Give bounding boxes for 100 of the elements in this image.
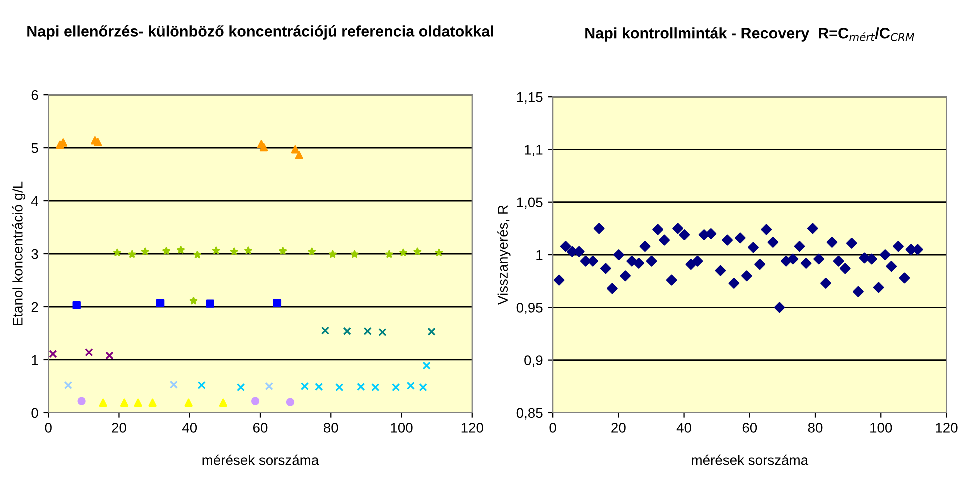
point (148, 398, 157, 407)
y-tick-label: 1,1 (525, 145, 543, 157)
x-tick-label: 60 (253, 423, 268, 433)
x-tick-label: 0 (550, 423, 556, 433)
point (679, 230, 690, 240)
point (748, 242, 759, 254)
point (336, 383, 344, 392)
point (826, 236, 838, 248)
point (600, 263, 612, 274)
point (715, 265, 726, 276)
point (279, 247, 288, 255)
point (85, 348, 94, 357)
point (78, 397, 86, 406)
point (640, 241, 651, 252)
point (378, 328, 387, 337)
y-tick-label: 5 (32, 144, 38, 154)
x-axis-title: mérések sorszáma (202, 454, 320, 466)
point (260, 143, 268, 152)
y-axis-title: Visszanyerés, R (498, 206, 511, 306)
point (873, 282, 884, 294)
x-tick-label: 80 (808, 423, 823, 433)
point (120, 398, 129, 407)
point (672, 223, 684, 234)
point (853, 286, 864, 298)
x-tick-label: 120 (936, 423, 958, 433)
point (406, 382, 416, 390)
point (899, 272, 910, 284)
point (244, 246, 252, 254)
point (761, 224, 772, 236)
point (350, 250, 359, 258)
x-axis-title: mérések sorszáma (692, 454, 809, 466)
point (794, 241, 806, 252)
point (734, 232, 746, 244)
point (170, 380, 178, 389)
point (646, 256, 658, 267)
point (206, 300, 214, 308)
y-tick-label: 1,15 (517, 92, 543, 104)
point (800, 258, 812, 269)
point (428, 328, 436, 336)
chart-title: Napi kontrollminták - Recovery R=C$_{mért}$/C$_{CRM}$ (586, 27, 914, 42)
x-tick-label: 20 (612, 423, 626, 433)
chart-title: Napi ellenőrzés- különböző koncentrációjú referencia oldatokkal (28, 26, 494, 40)
point (414, 248, 422, 256)
point (99, 398, 108, 407)
point (788, 254, 799, 265)
point (134, 398, 142, 407)
point (634, 258, 644, 269)
point (866, 254, 878, 265)
point (72, 301, 81, 310)
point (620, 270, 632, 282)
point (392, 383, 400, 392)
point (343, 327, 352, 336)
point (357, 382, 366, 392)
point (219, 398, 228, 407)
point (652, 224, 664, 236)
point (184, 398, 193, 407)
y-tick-label: 0,85 (516, 408, 543, 420)
point (141, 248, 150, 256)
point (742, 270, 752, 282)
point (722, 234, 734, 246)
point (364, 327, 372, 336)
x-tick-label: 100 (391, 423, 413, 433)
point (692, 256, 704, 267)
point (156, 299, 165, 308)
point (886, 261, 898, 272)
point (840, 263, 851, 274)
point (774, 302, 786, 314)
point (212, 246, 220, 254)
point (94, 138, 102, 146)
point (607, 283, 618, 294)
point (728, 278, 740, 289)
y-tick-label: 0,95 (516, 303, 543, 314)
point (807, 223, 818, 234)
point (286, 398, 295, 406)
point (754, 259, 766, 270)
point (400, 248, 408, 256)
point (614, 250, 624, 260)
y-tick-label: 4 (31, 196, 38, 206)
x-tick-label: 60 (742, 423, 758, 433)
point (321, 326, 330, 335)
x-tick-label: 20 (112, 423, 126, 433)
point (814, 254, 825, 265)
x-tick-label: 120 (462, 423, 484, 433)
y-tick-label: 0,9 (524, 356, 543, 368)
point (880, 250, 891, 260)
point (194, 250, 202, 259)
point (554, 274, 565, 286)
y-tick-label: 6 (32, 90, 38, 100)
point (315, 382, 324, 392)
point (820, 278, 832, 289)
point (106, 352, 114, 360)
point (308, 248, 316, 256)
x-tick-label: 100 (870, 423, 892, 433)
point (251, 397, 260, 406)
x-tick-label: 40 (676, 423, 692, 433)
point (385, 250, 394, 258)
point (626, 256, 638, 267)
y-tick-label: 1 (536, 250, 543, 260)
point (177, 246, 185, 254)
x-tick-label: 40 (182, 423, 198, 433)
